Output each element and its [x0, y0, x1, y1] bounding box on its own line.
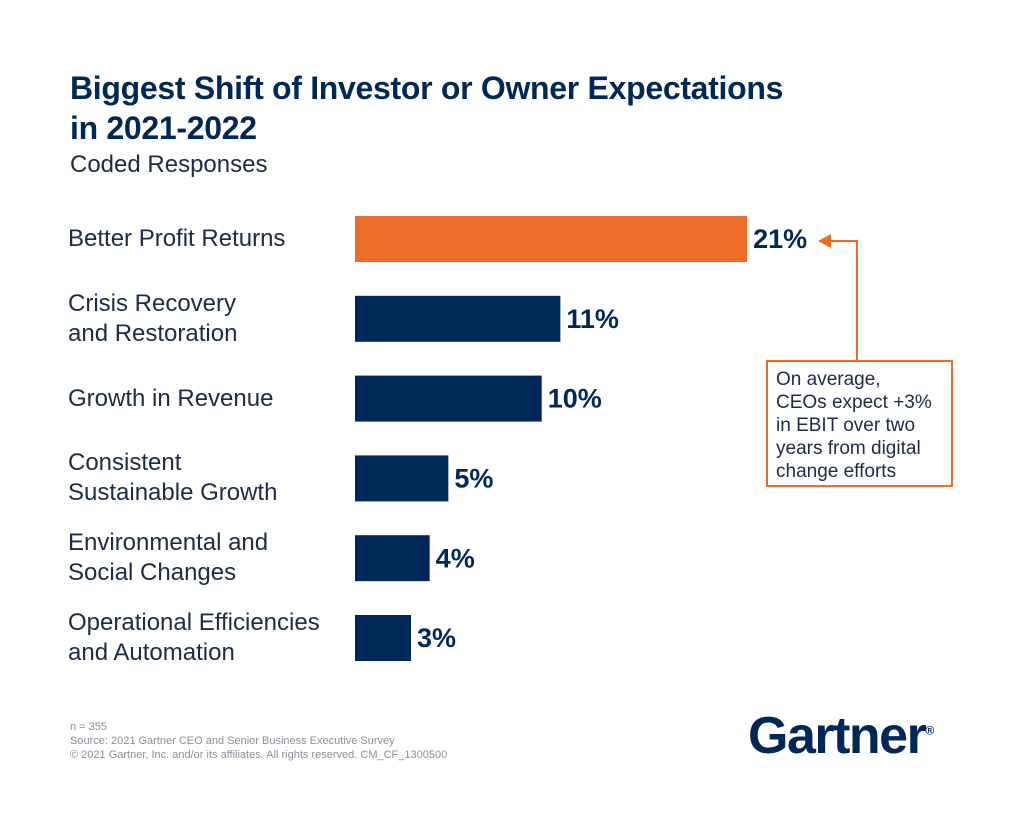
- annotation-box: [766, 360, 953, 487]
- logo-mark: ®: [925, 723, 935, 738]
- category-label: Better Profit Returns: [68, 225, 286, 252]
- bar: [355, 295, 561, 342]
- category-label: Growth in Revenue: [68, 384, 274, 412]
- arrow-head: [818, 234, 831, 248]
- value-label: 21%: [753, 224, 807, 254]
- value-label: 5%: [454, 464, 493, 494]
- bar: [355, 216, 748, 262]
- value-label: 4%: [436, 543, 475, 573]
- chart-subtitle: Coded Responses: [70, 151, 268, 178]
- category-label: Environmental and Social Changes: [68, 529, 269, 587]
- annotation-arrow: [828, 240, 858, 361]
- value-label: 3%: [417, 623, 456, 653]
- value-label: 10%: [548, 384, 602, 414]
- category-label: Crisis Recovery and Restoration: [68, 289, 238, 347]
- value-label: 11%: [566, 304, 619, 334]
- logo-text: Gartner: [748, 707, 927, 765]
- logo: Gartner®: [748, 706, 934, 766]
- bar: [355, 615, 412, 661]
- chart-title: Biggest Shift of Investor or Owner Expec…: [70, 70, 784, 146]
- category-label: Operational Efficiencies and Automation: [68, 609, 320, 666]
- footnote: Source: 2021 Gartner CEO and Senior Busi…: [70, 735, 395, 747]
- annotation: On average, CEOs expect +3% in EBIT over…: [776, 369, 932, 482]
- footnote: © 2021 Gartner, Inc. and/or its affiliat…: [70, 749, 448, 761]
- bar: [355, 535, 430, 582]
- bar: [355, 455, 449, 502]
- category-label: Consistent Sustainable Growth: [68, 449, 278, 507]
- bar: [355, 375, 542, 422]
- footnote: n = 355: [70, 721, 108, 733]
